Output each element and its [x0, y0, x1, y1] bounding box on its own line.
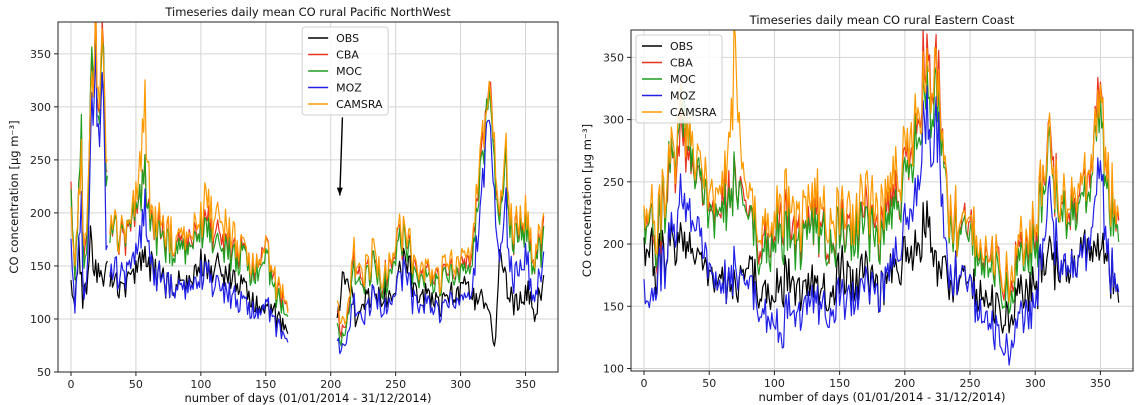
x-tick-label: 0 [641, 377, 648, 390]
y-axis-label: CO concentration [μg m⁻³] [580, 124, 594, 277]
x-tick-label: 200 [320, 378, 341, 391]
y-tick-label: 250 [30, 154, 51, 167]
x-tick-label: 300 [450, 378, 471, 391]
y-axis-label: CO concentration [μg m⁻³] [7, 120, 21, 273]
legend: OBS CBA MOC MOZ CAMSRA [301, 26, 389, 116]
legend-box [301, 26, 389, 116]
x-tick-label: 250 [385, 378, 406, 391]
series-line-moz [643, 85, 1120, 366]
plot-frame [630, 29, 1134, 372]
legend-label-obs: OBS [336, 32, 359, 45]
y-tick-label: 250 [603, 176, 624, 189]
legend-label-obs: OBS [670, 40, 693, 53]
legend-box [635, 34, 723, 124]
legend-label-moc: MOC [670, 73, 696, 86]
x-tick-label: 150 [829, 377, 850, 390]
series-group [70, 22, 545, 355]
series-line-moz [70, 42, 545, 355]
legend-label-camsra: CAMSRA [670, 106, 717, 119]
plot-frame [57, 21, 559, 373]
x-tick-label: 350 [515, 378, 536, 391]
chart-eastern-coast: 0 50 100 150 200 250 300 350 100 150 200 250 300 350 T… [580, 13, 1134, 404]
annotation-arrow-shaft [339, 117, 344, 196]
x-tick-label: 50 [702, 377, 716, 390]
grid [631, 30, 1133, 371]
x-axis-label: number of days (01/01/2014 - 31/12/2014) [758, 390, 1005, 404]
x-tick-label: 300 [1025, 377, 1046, 390]
y-tick-label: 200 [30, 207, 51, 220]
x-tick-label: 0 [67, 378, 74, 391]
legend-label-cba: CBA [670, 57, 693, 70]
legend-label-moc: MOC [336, 65, 362, 78]
chart-title: Timeseries daily mean CO rural Pacific N… [164, 5, 451, 19]
x-tick-label: 100 [764, 377, 785, 390]
y-tick-label: 100 [603, 363, 624, 376]
series-line-camsra [70, 22, 545, 325]
x-tick-label: 50 [129, 378, 143, 391]
y-tick-label: 100 [30, 313, 51, 326]
legend: OBS CBA MOC MOZ CAMSRA [635, 34, 723, 124]
series-line-moc [643, 65, 1120, 314]
y-tick-label: 200 [603, 238, 624, 251]
legend-label-camsra: CAMSRA [336, 98, 383, 111]
y-tick-label: 350 [30, 48, 51, 61]
legend-label-moz: MOZ [336, 82, 362, 95]
y-tick-label: 50 [37, 366, 51, 379]
legend-label-moz: MOZ [670, 90, 696, 103]
y-tick-label: 350 [603, 51, 624, 64]
x-tick-label: 100 [190, 378, 211, 391]
y-tick-label: 300 [30, 101, 51, 114]
x-tick-label: 350 [1090, 377, 1111, 390]
y-tick-label: 150 [30, 260, 51, 273]
annotation-arrow-head [336, 187, 343, 196]
y-tick-label: 150 [603, 300, 624, 313]
legend-label-cba: CBA [336, 49, 359, 62]
chart-pacific-northwest: 0 50 100 150 200 250 300 350 50 100 150 200 250 300 35… [7, 5, 559, 405]
y-tick-label: 300 [603, 114, 624, 127]
x-axis-label: number of days (01/01/2014 - 31/12/2014) [184, 391, 431, 405]
series-line-camsra [643, 30, 1120, 303]
chart-title: Timeseries daily mean CO rural Eastern C… [749, 13, 1015, 27]
x-tick-label: 150 [255, 378, 276, 391]
series-group [643, 30, 1120, 366]
x-tick-label: 200 [894, 377, 915, 390]
x-tick-label: 250 [960, 377, 981, 390]
